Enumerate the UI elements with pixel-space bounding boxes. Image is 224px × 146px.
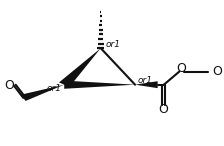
Text: O: O: [4, 79, 14, 92]
Text: O: O: [212, 65, 222, 78]
Polygon shape: [21, 85, 64, 101]
Text: or1: or1: [106, 40, 121, 49]
Polygon shape: [64, 81, 135, 89]
Polygon shape: [135, 81, 158, 88]
Text: O: O: [177, 62, 187, 75]
Polygon shape: [59, 48, 101, 87]
Text: or1: or1: [138, 75, 153, 85]
Text: or1: or1: [47, 84, 62, 93]
Text: O: O: [158, 103, 168, 116]
